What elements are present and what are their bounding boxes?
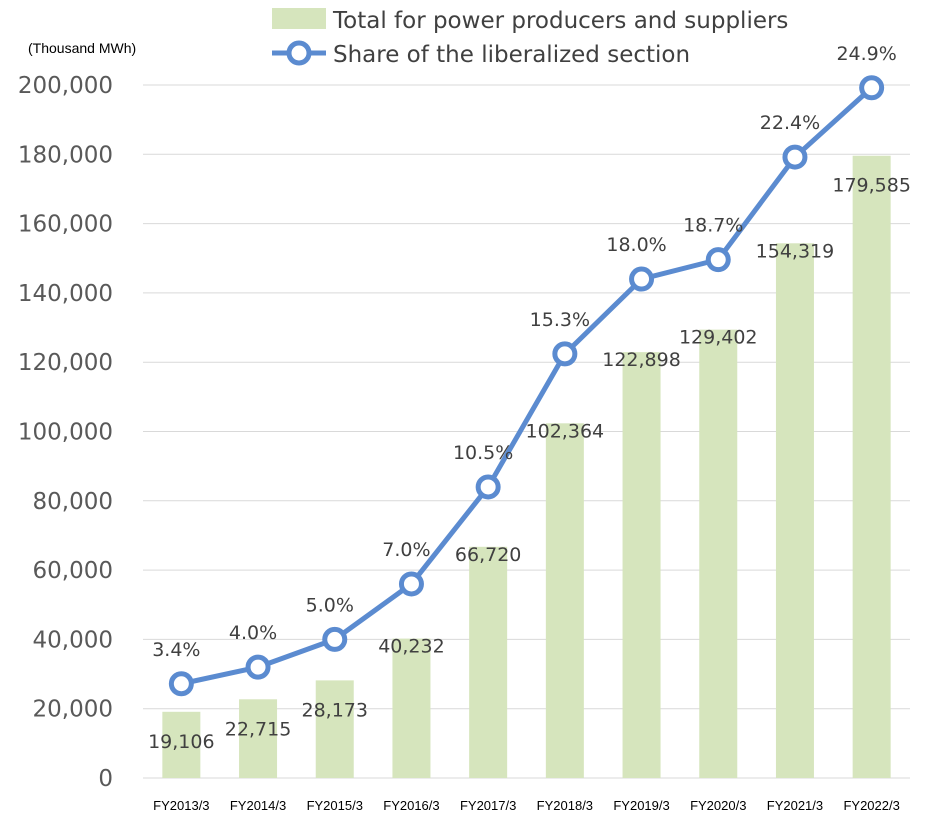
bar-value-label: 154,319 [756,240,835,262]
line-value-label: 24.9% [836,43,896,65]
bar [162,711,201,778]
line-value-label: 18.7% [683,215,743,237]
line-point [782,144,808,170]
bar [392,638,431,778]
line-value-label: 15.3% [530,309,590,331]
legend-line-label: Share of the liberalized section [333,42,690,68]
line-point [245,654,271,680]
labels: 0 20,000 40,000 60,000 80,000 100,000 120,000 1… [18,43,911,813]
bar-value-label: 19,106 [148,731,214,753]
y-tick-label: 100,000 [18,420,113,446]
line-point [552,341,578,367]
bar-value-label: 66,720 [455,544,521,566]
line-value-label: 3.4% [152,639,200,661]
legend-bar-label: Total for power producers and suppliers [332,8,788,34]
x-tick-label: FY2016/3 [383,798,439,813]
x-tick-label: FY2022/3 [843,798,899,813]
bar-value-label: 28,173 [302,699,368,721]
legend-line-marker [286,40,312,66]
legend-bar-swatch [272,8,326,29]
line-point [705,247,731,273]
line-series [168,75,885,697]
x-tick-label: FY2020/3 [690,798,746,813]
x-tick-label: FY2019/3 [613,798,669,813]
line-point [398,571,424,597]
bar [315,680,354,778]
bar-value-label: 179,585 [832,175,911,197]
x-tick-label: FY2015/3 [307,798,363,813]
x-tick-label: FY2017/3 [460,798,516,813]
x-tick-label: FY2018/3 [537,798,593,813]
bar [239,699,278,778]
line-value-label: 4.0% [229,622,277,644]
y-tick-label: 40,000 [33,627,113,653]
line-point [859,75,885,101]
line-value-label: 5.0% [306,594,354,616]
y-tick-label: 0 [98,766,113,792]
y-tick-label: 20,000 [33,697,113,723]
y-axis-unit-label: (Thousand MWh) [28,40,136,56]
bar-value-label: 40,232 [378,636,444,658]
bar-value-label: 102,364 [526,420,605,442]
bar-series [162,155,891,778]
bar [775,243,814,778]
x-tick-label: FY2021/3 [767,798,823,813]
line-point [168,671,194,697]
line-value-label: 22.4% [760,112,820,134]
line-point [322,626,348,652]
x-tick-label: FY2013/3 [153,798,209,813]
bar [699,329,738,778]
y-tick-label: 200,000 [18,73,113,99]
y-tick-label: 120,000 [18,350,113,376]
bar [545,423,584,778]
line-value-label: 18.0% [606,234,666,256]
bar [852,155,891,778]
y-tick-label: 160,000 [18,212,113,238]
bar [622,352,661,778]
x-tick-label: FY2014/3 [230,798,286,813]
y-tick-label: 140,000 [18,281,113,307]
bar-value-label: 122,898 [602,349,681,371]
y-tick-label: 80,000 [33,489,113,515]
share-line [180,85,874,687]
bar-value-label: 129,402 [679,327,758,349]
line-value-label: 10.5% [453,442,513,464]
y-tick-label: 60,000 [33,558,113,584]
line-point [629,266,655,292]
line-point [475,474,501,500]
y-tick-label: 180,000 [18,142,113,168]
bar [469,546,508,778]
line-value-label: 7.0% [382,539,430,561]
legend: Total for power producers and suppliers … [272,8,788,68]
bar-value-label: 22,715 [225,718,291,740]
